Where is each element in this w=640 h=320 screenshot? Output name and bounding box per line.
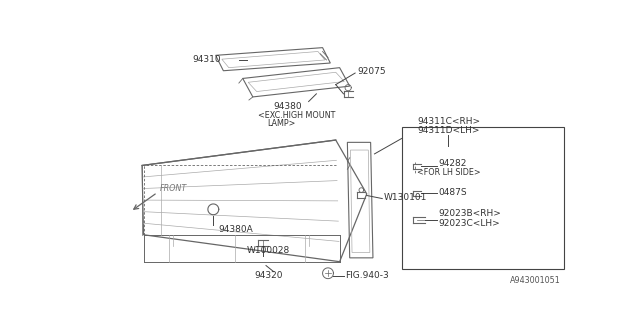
Text: W130101: W130101 xyxy=(384,193,427,202)
Text: W100028: W100028 xyxy=(246,246,290,255)
Text: 94320: 94320 xyxy=(254,271,283,280)
Text: LAMP>: LAMP> xyxy=(268,119,296,128)
Text: <EXC.HIGH MOUNT: <EXC.HIGH MOUNT xyxy=(259,111,335,120)
Text: FIG.940-3: FIG.940-3 xyxy=(345,271,389,280)
Text: 94282: 94282 xyxy=(438,159,467,168)
Bar xyxy=(402,127,564,269)
Text: 92023C<LH>: 92023C<LH> xyxy=(438,219,500,228)
Text: <FOR LH SIDE>: <FOR LH SIDE> xyxy=(417,168,481,177)
Text: 94380A: 94380A xyxy=(218,225,253,234)
Text: 92075: 92075 xyxy=(358,67,386,76)
Text: 94311C<RH>: 94311C<RH> xyxy=(417,117,480,126)
Text: 94380: 94380 xyxy=(274,102,302,111)
Text: 94311D<LH>: 94311D<LH> xyxy=(417,126,479,135)
Text: 94310: 94310 xyxy=(193,55,221,64)
Text: 0487S: 0487S xyxy=(438,188,467,197)
Text: FRONT: FRONT xyxy=(160,184,187,193)
Text: A943001051: A943001051 xyxy=(509,276,561,285)
Text: 92023B<RH>: 92023B<RH> xyxy=(438,210,501,219)
